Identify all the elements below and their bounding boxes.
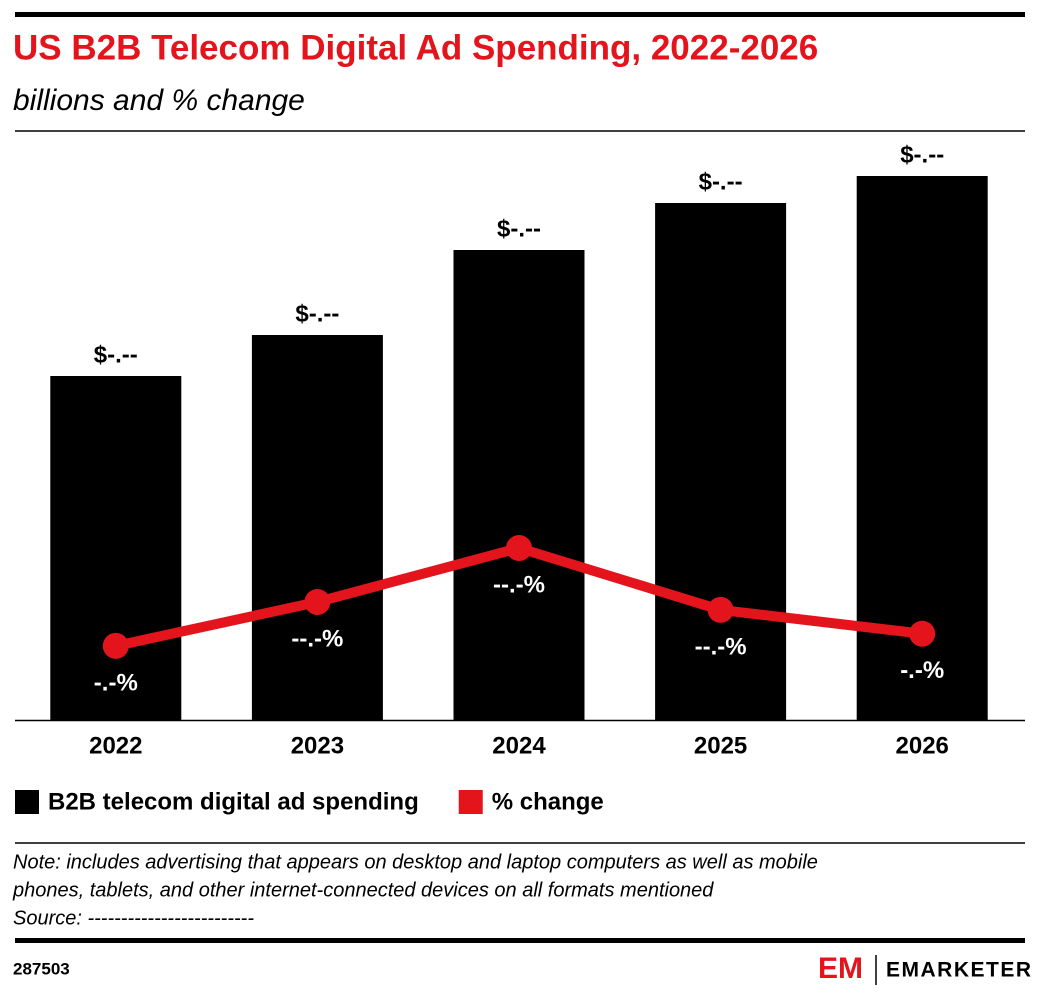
logo-mark: EM	[818, 952, 863, 985]
chart-id: 287503	[13, 959, 70, 978]
x-tick-label: 2026	[896, 732, 949, 759]
line-value-label: --.-%	[695, 633, 747, 660]
source: Source: -------------------------	[13, 907, 254, 929]
plot-area	[50, 176, 988, 720]
chart-title: US B2B Telecom Digital Ad Spending, 2022…	[13, 28, 818, 67]
bar-value-label: $-.--	[94, 341, 138, 368]
bar-value-label: $-.--	[699, 168, 743, 195]
bar-value-label: $-.--	[900, 141, 944, 168]
chart-subtitle: billions and % change	[13, 84, 305, 117]
x-tick-label: 2024	[492, 732, 546, 759]
legend: B2B telecom digital ad spending % change	[15, 788, 604, 815]
x-tick-label: 2022	[89, 732, 142, 759]
x-tick-label: 2023	[291, 732, 344, 759]
legend-swatch	[15, 790, 39, 814]
footer-rule	[15, 938, 1025, 943]
brand: EMARKETER	[886, 959, 1033, 982]
bar	[655, 203, 787, 720]
line-point	[909, 620, 936, 647]
line-point	[304, 588, 331, 615]
line-value-label: -.-%	[94, 669, 138, 696]
line-value-label: --.-%	[493, 571, 545, 598]
bar-value-label: $-.--	[295, 300, 339, 327]
bar-value-label: $-.--	[497, 215, 541, 242]
line-value-label: --.-%	[291, 625, 343, 652]
bar	[50, 376, 182, 720]
top-rule	[15, 12, 1025, 17]
legend-label: B2B telecom digital ad spending	[48, 788, 419, 815]
line-point	[506, 535, 532, 562]
note-line: Note: includes advertising that appears …	[13, 851, 818, 873]
x-tick-label: 2025	[694, 732, 747, 759]
bar	[251, 335, 383, 720]
line-value-label: -.-%	[900, 657, 944, 684]
line-point	[102, 632, 129, 659]
legend-label: % change	[492, 788, 604, 815]
line-point	[707, 596, 734, 623]
bar	[453, 250, 585, 720]
note-line: phones, tablets, and other internet-conn…	[12, 879, 714, 901]
legend-swatch	[458, 790, 483, 814]
